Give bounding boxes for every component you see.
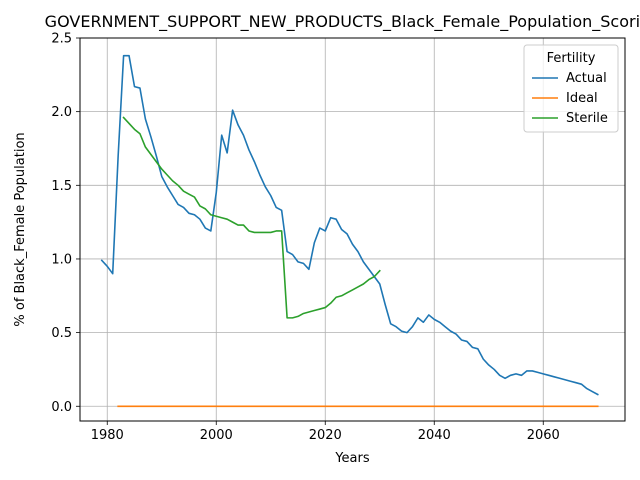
axis-ticks: 1980 2000 2020 2040 2060 0.0 0.5 1.0 1.5 2.0 2.5 — [51, 32, 559, 444]
y-tick-label: 2.0 — [51, 105, 72, 120]
y-tick-label: 0.5 — [51, 326, 72, 341]
y-axis-label: % of Black_Female Population — [13, 132, 28, 326]
series-lines — [100, 54, 599, 408]
legend-label-ideal: Ideal — [566, 91, 598, 106]
x-tick-label: 1980 — [91, 428, 124, 443]
legend-label-actual: Actual — [566, 71, 607, 86]
x-tick-label: 2020 — [309, 428, 342, 443]
y-tick-label: 1.5 — [51, 179, 72, 194]
x-tick-label: 2040 — [418, 428, 451, 443]
legend-label-sterile: Sterile — [566, 111, 608, 126]
series-line-sterile — [122, 116, 381, 319]
legend-title: Fertility — [547, 51, 596, 66]
legend-box — [523, 44, 619, 133]
x-axis-label: Years — [334, 451, 370, 466]
x-tick-label: 2060 — [527, 428, 560, 443]
y-tick-label: 0.0 — [51, 400, 72, 415]
series-line-actual — [100, 54, 599, 396]
chart-title: GOVERNMENT_SUPPORT_NEW_PRODUCTS_Black_Fe… — [45, 12, 640, 32]
x-tick-label: 2000 — [200, 428, 233, 443]
plot-frame — [79, 37, 626, 422]
legend-entries: Actual Ideal Sterile — [532, 71, 608, 126]
y-tick-label: 1.0 — [51, 252, 72, 267]
legend: Fertility Actual Ideal Sterile — [523, 44, 619, 133]
y-tick-label: 2.5 — [51, 32, 72, 47]
